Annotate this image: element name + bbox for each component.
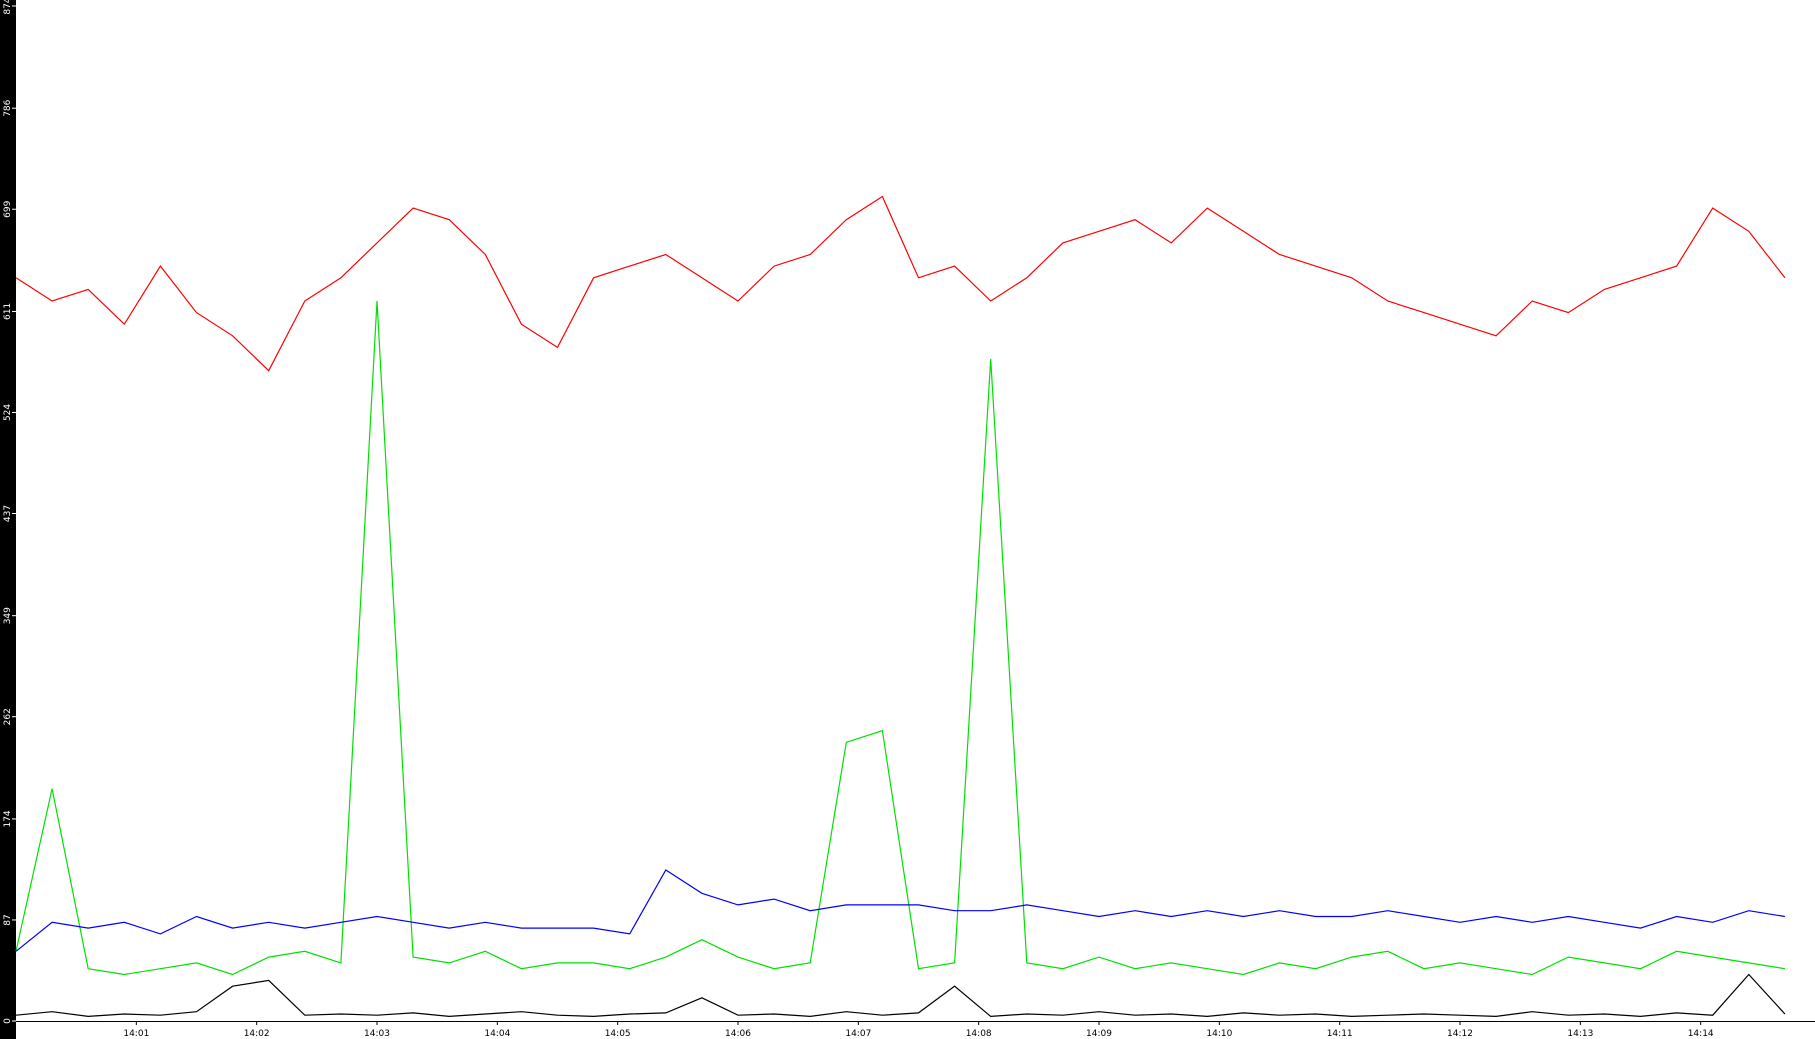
x-tick-label: 14:14	[1688, 1029, 1714, 1039]
y-tick-label: 699	[3, 200, 13, 217]
y-tick-label: 174	[3, 810, 13, 827]
y-tick-label: 437	[3, 505, 13, 522]
series-line	[15, 869, 1785, 952]
y-tick-label: 786	[3, 99, 13, 116]
x-tick-label: 14:07	[845, 1029, 871, 1039]
y-tick-label: 87	[3, 914, 13, 925]
x-tick-label: 14:09	[1086, 1029, 1112, 1039]
y-tick-label: 524	[3, 404, 13, 421]
y-tick-label: 611	[3, 303, 13, 320]
y-tick-label: 0	[3, 1018, 13, 1024]
series-line	[15, 195, 1786, 372]
x-tick-label: 14:13	[1567, 1029, 1593, 1039]
x-tick-label: 14:12	[1447, 1029, 1473, 1039]
x-tick-label: 14:05	[605, 1029, 631, 1039]
y-tick-label: 262	[3, 708, 13, 725]
x-tick-label: 14:02	[244, 1029, 270, 1039]
x-tick-label: 14:10	[1206, 1029, 1232, 1039]
y-axis-strip	[0, 0, 16, 1039]
x-tick-label: 14:04	[484, 1029, 510, 1039]
x-tick-label: 14:06	[725, 1029, 751, 1039]
y-tick-label: 349	[3, 607, 13, 624]
y-tick-label: 874	[3, 0, 13, 15]
x-tick-label: 14:01	[123, 1029, 149, 1039]
series-line	[15, 300, 1785, 976]
x-tick-label: 14:08	[966, 1029, 992, 1039]
x-tick-label: 14:03	[364, 1029, 390, 1039]
x-tick-label: 14:11	[1327, 1029, 1353, 1039]
series-line	[15, 973, 1786, 1018]
